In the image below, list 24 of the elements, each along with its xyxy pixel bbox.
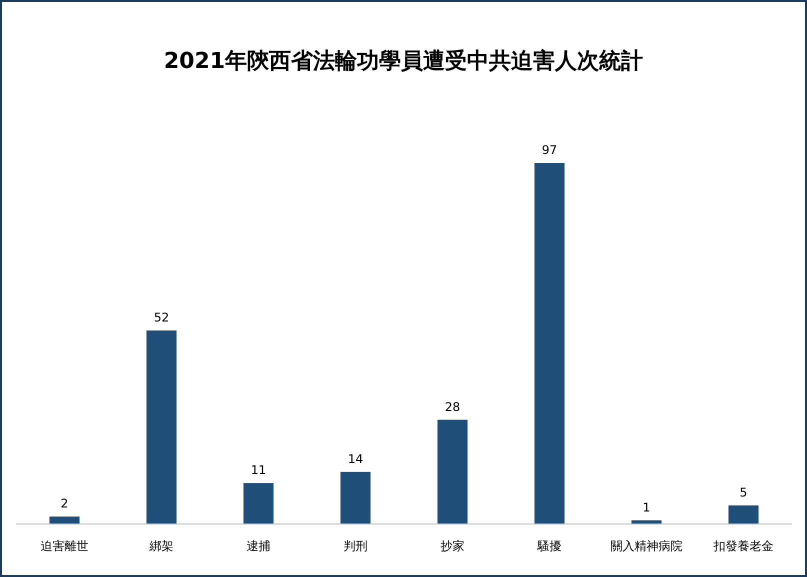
- bar: [49, 516, 80, 524]
- x-tick-label: 判刑: [344, 539, 368, 553]
- bar: [340, 472, 371, 524]
- x-tick-label: 騷擾: [536, 539, 562, 553]
- data-label: 28: [444, 400, 460, 414]
- bar: [728, 505, 759, 524]
- x-tick-label: 扣發養老金: [712, 539, 774, 553]
- x-tick-label: 迫害離世: [40, 539, 88, 553]
- bar: [534, 163, 565, 524]
- data-label: 14: [348, 452, 364, 466]
- data-label: 5: [740, 485, 748, 500]
- bar: [146, 330, 177, 524]
- bar: [243, 483, 274, 524]
- x-tick-label: 逮捕: [246, 539, 270, 553]
- chart-title: 2021年陝西省法輪功學員遭受中共迫害人次統計: [164, 48, 644, 74]
- bar: [437, 420, 468, 524]
- data-label: 52: [154, 310, 170, 324]
- x-tick-label: 綁架: [148, 539, 174, 553]
- data-label: 97: [542, 143, 558, 157]
- data-label: 2: [60, 496, 68, 511]
- x-tick-label: 關入精神病院: [610, 539, 682, 553]
- data-label: 1: [642, 500, 650, 514]
- data-label: 11: [250, 463, 266, 478]
- x-tick-label: 抄家: [440, 539, 464, 553]
